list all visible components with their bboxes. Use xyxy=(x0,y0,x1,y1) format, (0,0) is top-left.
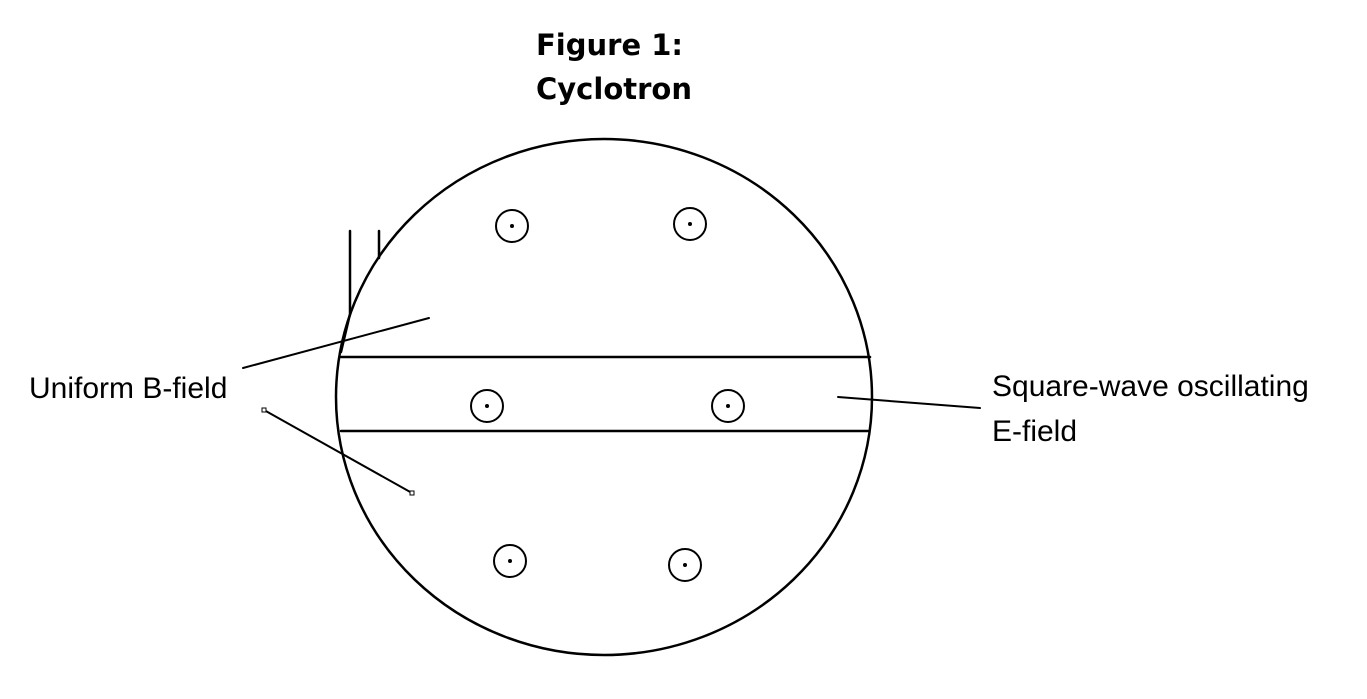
b-field-out-of-page-dot xyxy=(683,563,687,567)
b-field-leader-lower xyxy=(263,409,413,494)
b-field-out-of-page-icon xyxy=(673,207,707,241)
e-field-label-line-2: E-field xyxy=(992,415,1078,448)
beam-exit-path xyxy=(339,229,352,354)
figure-title-line-2: Cyclotron xyxy=(536,72,692,106)
b-field-out-of-page-icon xyxy=(668,548,702,582)
b-field-label: Uniform B-field xyxy=(29,372,228,405)
b-field-out-of-page-icon xyxy=(493,544,527,578)
b-field-out-of-page-icon xyxy=(711,389,745,423)
b-field-out-of-page-dot xyxy=(508,559,512,563)
b-field-leader-upper xyxy=(242,317,430,369)
e-field-leader xyxy=(837,396,981,409)
b-field-leader-handle-end xyxy=(409,490,415,496)
b-field-out-of-page-dot xyxy=(510,224,514,228)
b-field-out-of-page-icon xyxy=(470,389,504,423)
b-field-leader-handle-start xyxy=(261,407,267,413)
e-field-label-line-1: Square-wave oscillating xyxy=(992,370,1309,403)
b-field-out-of-page-dot xyxy=(688,222,692,226)
b-field-out-of-page-dot xyxy=(485,404,489,408)
b-field-out-of-page-dot xyxy=(726,404,730,408)
figure-title-line-1: Figure 1: xyxy=(536,28,683,62)
cyclotron-chamber-circle xyxy=(334,137,874,657)
b-field-out-of-page-icon xyxy=(495,209,529,243)
